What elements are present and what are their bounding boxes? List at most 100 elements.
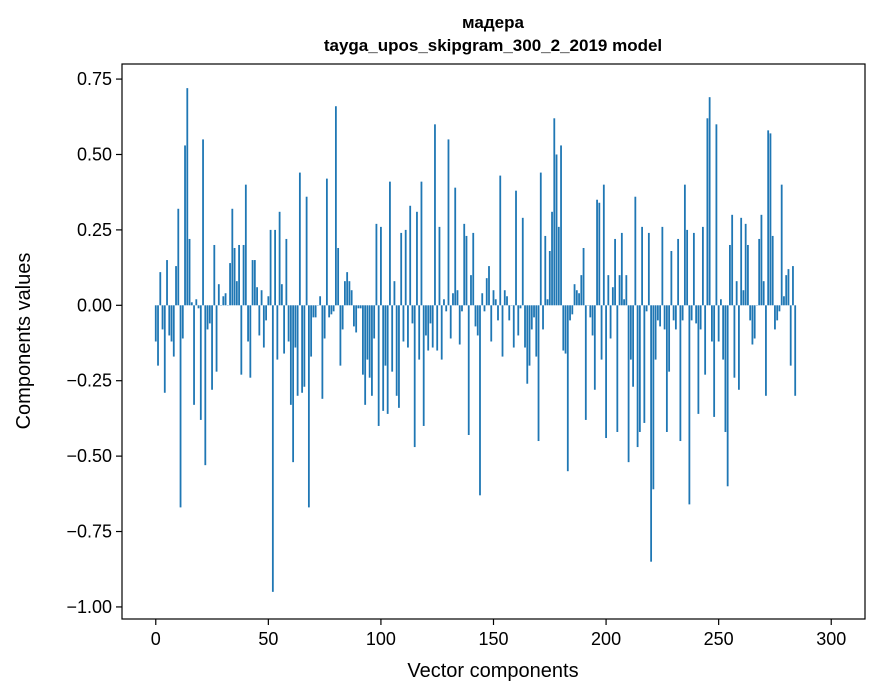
bar xyxy=(434,124,436,306)
bar xyxy=(611,287,614,306)
bar xyxy=(233,247,236,306)
bar xyxy=(175,266,177,306)
bar xyxy=(733,305,736,378)
bar xyxy=(188,238,191,306)
bar xyxy=(172,305,175,357)
bar xyxy=(384,305,387,366)
bar xyxy=(425,305,427,336)
bar xyxy=(683,184,686,306)
bar xyxy=(647,232,650,306)
x-tick-label: 0 xyxy=(151,629,161,649)
bar xyxy=(357,305,360,309)
bar xyxy=(553,118,556,306)
bar xyxy=(661,226,664,306)
bar xyxy=(672,305,675,321)
bar xyxy=(215,305,218,372)
bar xyxy=(571,305,574,315)
bar xyxy=(443,299,445,306)
bar xyxy=(371,305,373,396)
bar xyxy=(312,305,315,318)
bar xyxy=(492,290,495,306)
bar xyxy=(289,305,292,405)
bar xyxy=(319,296,322,306)
bar xyxy=(677,238,680,306)
bar xyxy=(780,184,783,306)
bar xyxy=(557,226,560,306)
bar xyxy=(386,305,389,414)
x-tick-label: 200 xyxy=(591,629,621,649)
bar xyxy=(506,296,508,306)
bar xyxy=(260,290,263,306)
bar xyxy=(548,251,551,306)
bar xyxy=(794,305,797,396)
bar xyxy=(530,305,533,330)
bar xyxy=(720,299,722,306)
bar xyxy=(407,305,409,348)
bar xyxy=(362,305,364,375)
bar xyxy=(508,305,511,321)
bar xyxy=(668,305,671,372)
bar xyxy=(751,305,754,345)
bar xyxy=(517,305,520,336)
bar xyxy=(235,281,238,306)
bar xyxy=(323,305,326,339)
bar xyxy=(562,305,565,351)
bar xyxy=(197,305,200,309)
bar xyxy=(488,266,490,306)
bar xyxy=(350,290,353,306)
plot-frame xyxy=(121,63,866,620)
bar xyxy=(787,269,790,306)
bar xyxy=(296,305,299,396)
bar xyxy=(157,305,159,366)
bar xyxy=(265,305,267,321)
bar xyxy=(271,305,274,592)
bar xyxy=(330,305,333,315)
x-tick-label: 150 xyxy=(478,629,508,649)
bar xyxy=(181,305,184,339)
bar xyxy=(729,244,731,306)
bar xyxy=(278,211,281,306)
bar xyxy=(654,305,657,360)
bar xyxy=(744,223,747,306)
bar xyxy=(303,305,306,387)
bar xyxy=(785,275,788,306)
bar xyxy=(344,281,346,306)
bar xyxy=(199,305,202,420)
bar xyxy=(440,305,443,360)
bar xyxy=(244,184,247,306)
bar xyxy=(483,305,486,312)
bar xyxy=(179,305,182,508)
bar xyxy=(609,305,612,339)
bar xyxy=(738,305,740,390)
bar xyxy=(636,305,639,448)
bar xyxy=(771,235,774,306)
bar xyxy=(681,305,684,321)
bar xyxy=(325,178,328,306)
bar xyxy=(740,217,743,306)
bar xyxy=(688,305,691,505)
bar xyxy=(701,226,704,306)
bar xyxy=(411,305,414,324)
bar xyxy=(217,284,220,306)
bar xyxy=(163,305,166,393)
bar xyxy=(238,244,240,306)
bar xyxy=(276,305,279,360)
bar xyxy=(314,305,317,318)
bar xyxy=(692,232,695,306)
bar xyxy=(190,302,193,306)
bar xyxy=(753,305,756,339)
x-tick-label: 100 xyxy=(366,629,396,649)
bar xyxy=(204,305,207,466)
bar xyxy=(285,238,288,306)
bar xyxy=(539,172,542,306)
bar xyxy=(294,305,297,348)
y-tick-label: 0.25 xyxy=(77,220,112,240)
bar xyxy=(573,284,576,306)
bar xyxy=(724,305,727,432)
bar xyxy=(544,235,547,306)
bar xyxy=(641,226,643,306)
bar xyxy=(373,305,376,339)
bar xyxy=(652,305,655,490)
bar xyxy=(166,260,168,306)
bar xyxy=(735,281,738,306)
